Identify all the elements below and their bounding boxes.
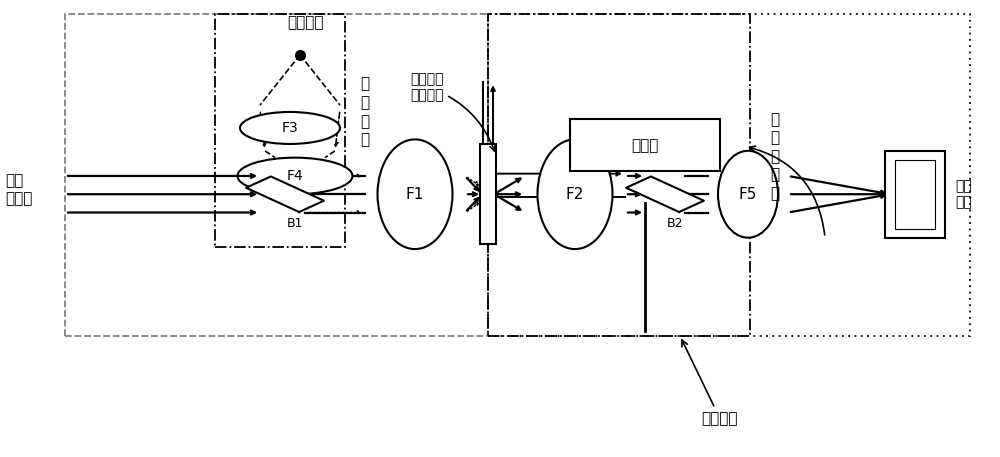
- Text: B1: B1: [287, 218, 303, 230]
- Text: F5: F5: [739, 187, 757, 202]
- Text: 成像光路: 成像光路: [682, 340, 738, 426]
- Bar: [488, 14, 970, 336]
- Text: 等离激元
纳米结构: 等离激元 纳米结构: [410, 72, 495, 151]
- Text: F2: F2: [566, 187, 584, 202]
- Text: B2: B2: [667, 218, 683, 230]
- Text: 成像
元件: 成像 元件: [955, 179, 972, 209]
- Text: F1: F1: [406, 187, 424, 202]
- Text: F3: F3: [282, 121, 298, 135]
- Ellipse shape: [378, 139, 452, 249]
- Bar: [895, 160, 935, 228]
- Polygon shape: [246, 176, 324, 212]
- Ellipse shape: [238, 158, 352, 194]
- Bar: [65, 14, 488, 336]
- Bar: [570, 119, 720, 171]
- Text: 平行
入射光: 平行 入射光: [5, 174, 32, 206]
- Text: 探测器: 探测器: [631, 138, 659, 153]
- Bar: [488, 14, 750, 336]
- Text: 测
谱
主
光
路: 测 谱 主 光 路: [770, 112, 779, 201]
- Polygon shape: [626, 176, 704, 212]
- Text: 照
明
光
路: 照 明 光 路: [360, 77, 369, 147]
- Text: F4: F4: [287, 169, 303, 183]
- Bar: [480, 144, 496, 244]
- Ellipse shape: [240, 112, 340, 144]
- Ellipse shape: [538, 139, 612, 249]
- Text: 白光光源: 白光光源: [287, 15, 323, 30]
- Bar: [885, 151, 945, 238]
- Ellipse shape: [718, 151, 778, 238]
- Bar: [215, 14, 345, 247]
